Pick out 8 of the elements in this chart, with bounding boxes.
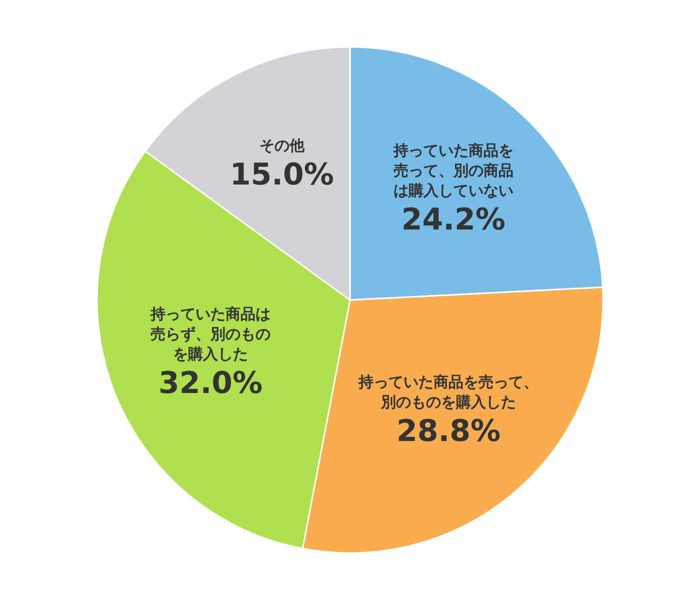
data-label: 24.2%: [401, 202, 506, 238]
slice-label: 持っていた商品は売らず、別のものを購入した: [150, 305, 271, 364]
data-label: 28.8%: [396, 414, 501, 450]
data-label: 15.0%: [230, 157, 334, 192]
slice-label: 持っていた商品を売って、別の商品は購入していない: [392, 141, 514, 200]
slice-label: 持っていた商品を売って、別のものを購入した: [357, 373, 538, 412]
slice-label: その他: [259, 136, 306, 154]
data-label: 32.0%: [158, 366, 263, 402]
